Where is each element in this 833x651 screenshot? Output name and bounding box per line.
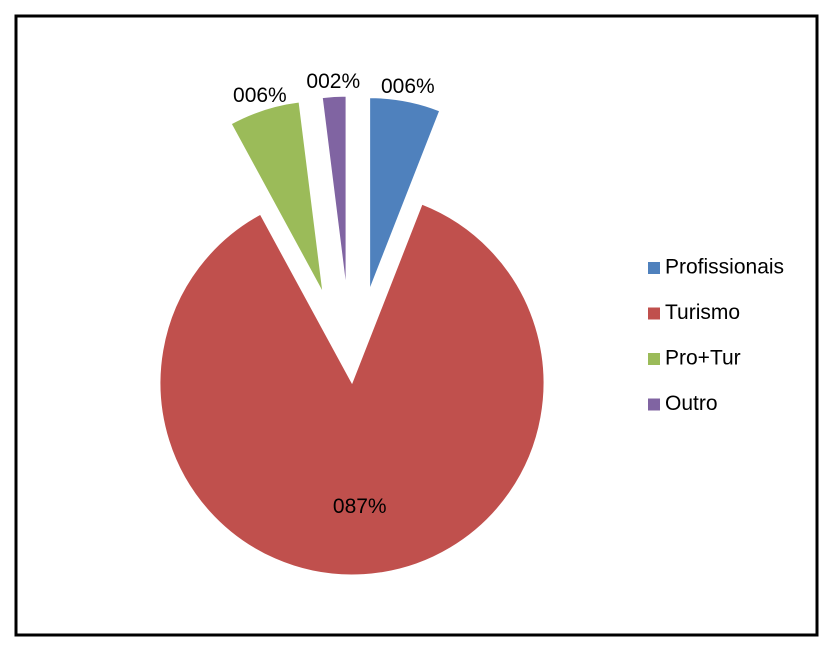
pie-slice: [321, 95, 347, 289]
data-label: 006%: [381, 75, 435, 98]
pie-slice: [369, 97, 441, 290]
pie-slice: [230, 101, 324, 293]
legend-label: Turismo: [665, 301, 740, 324]
legend-label: Pro+Tur: [665, 347, 741, 370]
pie-slice: [159, 203, 545, 576]
legend-swatch: [648, 353, 660, 365]
legend-label: Outro: [665, 392, 718, 415]
data-label: 087%: [333, 495, 387, 518]
legend-label: Profissionais: [665, 256, 784, 279]
legend-swatch: [648, 398, 660, 411]
legend-swatch: [648, 307, 660, 320]
data-label: 006%: [233, 84, 287, 107]
legend-swatch: [648, 262, 660, 274]
data-label: 002%: [306, 70, 360, 93]
